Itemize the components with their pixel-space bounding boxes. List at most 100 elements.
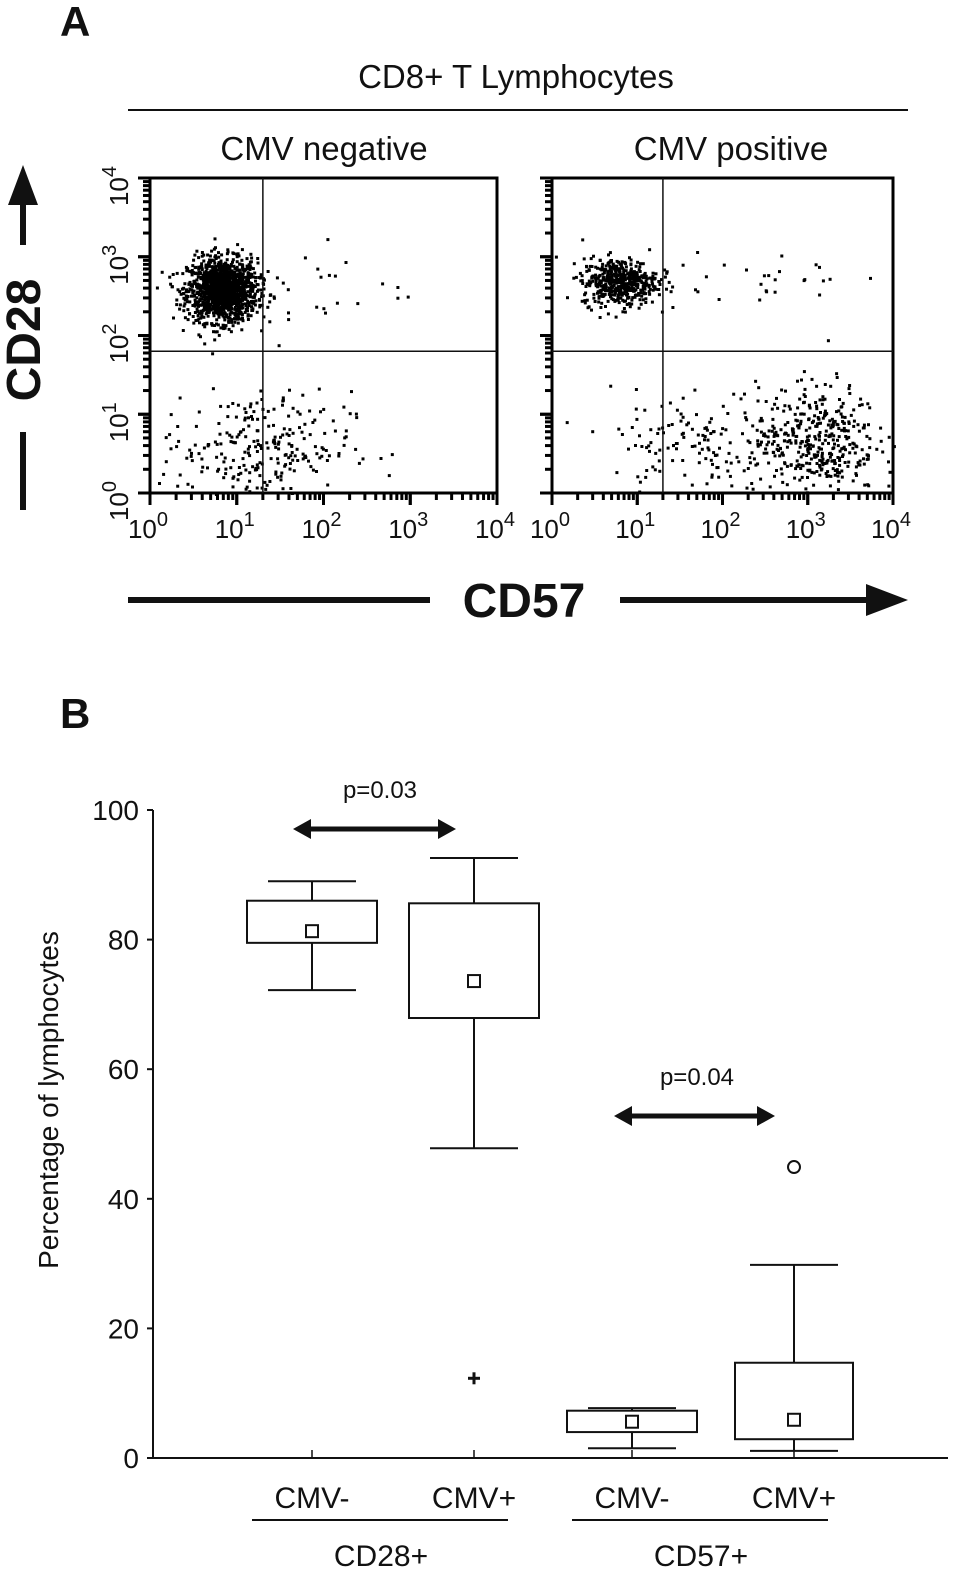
scatter-point: [251, 286, 255, 290]
scatter-point: [229, 276, 233, 280]
scatter-point: [609, 287, 613, 291]
scatter-point: [709, 417, 713, 421]
scatter-point: [638, 270, 642, 273]
scatter-point: [795, 434, 799, 438]
scatter-point: [281, 396, 285, 400]
scatter-point: [835, 372, 839, 376]
scatter-point: [248, 284, 252, 288]
scatter-point: [586, 283, 590, 286]
scatter-point: [196, 275, 200, 279]
scatter-point: [211, 387, 215, 391]
scatter-point: [193, 293, 197, 297]
scatter-point: [220, 253, 224, 257]
scatter-point: [200, 297, 204, 301]
scatter-point: [189, 284, 193, 287]
scatter-point: [197, 410, 201, 414]
scatter-point: [789, 441, 793, 445]
scatter-point: [212, 271, 216, 275]
scatter-point: [287, 318, 291, 322]
scatter-point: [219, 259, 223, 263]
scatter-point: [325, 459, 329, 462]
scatter-point: [240, 290, 244, 294]
plot-frame: [550, 176, 895, 495]
scatter-point: [838, 459, 842, 462]
scatter-point: [272, 296, 276, 300]
scatter-point: [231, 277, 235, 281]
scatter-point: [683, 473, 687, 477]
scatter-point: [619, 262, 623, 266]
scatter-point: [606, 279, 610, 283]
scatter-point: [203, 273, 207, 277]
scatter-point: [337, 452, 341, 455]
scatter-point: [281, 487, 285, 491]
scatter-point: [806, 468, 810, 472]
scatter-point: [231, 440, 235, 444]
scatter-point: [743, 392, 746, 396]
scatter-point: [631, 296, 635, 300]
scatter-point: [220, 326, 224, 330]
scatter-point: [215, 318, 219, 322]
scatter-point: [232, 302, 236, 306]
scatter-point: [842, 445, 846, 449]
scatter-point: [292, 469, 296, 473]
scatter-point: [852, 419, 856, 423]
scatter-point: [186, 295, 190, 298]
scatter-point: [232, 264, 236, 268]
scatter-point: [275, 276, 279, 280]
cd57-line: [128, 597, 430, 603]
scatter-point: [641, 262, 645, 266]
scatter-point: [206, 253, 210, 257]
scatter-point: [589, 257, 593, 261]
scatter-point: [657, 293, 661, 297]
scatter-point: [201, 300, 205, 304]
scatter-point: [796, 379, 799, 383]
scatter-point: [215, 308, 219, 312]
scatter-point: [831, 438, 835, 442]
scatter-point: [821, 457, 825, 461]
scatter-point: [630, 426, 634, 429]
scatter-point: [604, 264, 608, 268]
scatter-point: [155, 286, 159, 290]
scatter-point: [862, 462, 866, 466]
scatter-point: [762, 434, 766, 437]
scatter-point: [615, 266, 618, 270]
scatter-point: [229, 440, 233, 444]
scatter-point: [620, 266, 624, 270]
scatter-point: [621, 310, 625, 314]
scatter-point: [630, 298, 634, 302]
scatter-point: [826, 339, 830, 343]
scatter-point: [237, 268, 241, 272]
scatter-point: [631, 283, 634, 287]
scatter-point: [820, 447, 823, 451]
scatter-point: [396, 286, 400, 289]
scatter-point: [779, 428, 783, 432]
scatter-point: [245, 264, 249, 268]
scatter-point: [241, 275, 245, 279]
scatter-point: [879, 439, 883, 443]
scatter-point: [241, 278, 245, 282]
scatter-point: [234, 300, 238, 304]
scatter-point: [229, 310, 233, 314]
scatter-point: [633, 274, 637, 278]
scatter-point: [252, 300, 256, 304]
scatter-point: [682, 435, 686, 439]
scatter-point: [762, 274, 766, 278]
scatter-point: [225, 315, 228, 318]
scatter-point: [674, 442, 678, 445]
scatter-point: [251, 307, 255, 311]
scatter-point: [175, 271, 179, 275]
scatter-point: [226, 306, 230, 310]
scatter-point: [619, 286, 623, 290]
scatter-point: [190, 269, 194, 272]
scatter-point: [195, 249, 199, 253]
cd57-arrow-shaft: [620, 597, 870, 603]
scatter-point: [287, 311, 290, 315]
scatter-point: [175, 298, 179, 302]
scatter-point: [241, 273, 244, 277]
scatter-point: [701, 433, 705, 437]
scatter-point: [818, 431, 822, 434]
scatter-point: [212, 269, 216, 273]
scatter-point: [855, 445, 859, 449]
scatter-point: [242, 463, 246, 467]
scatter-point: [249, 289, 253, 293]
